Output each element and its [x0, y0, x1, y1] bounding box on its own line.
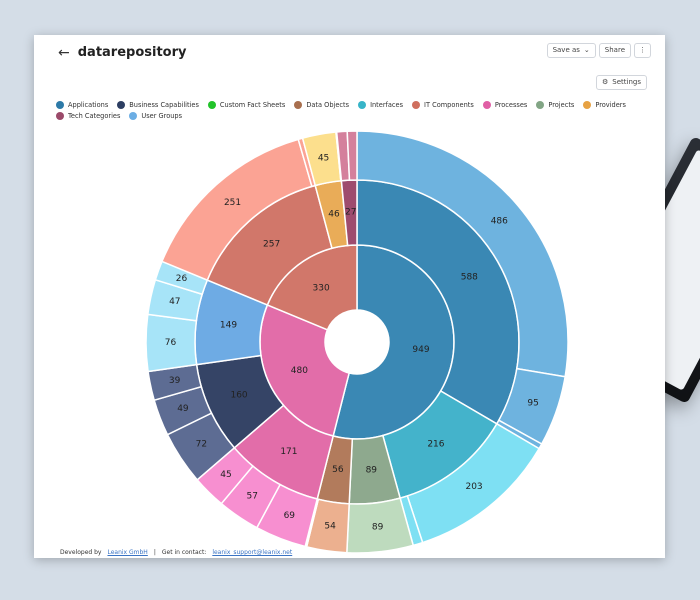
footer-contact: Get in contact: [161, 549, 207, 556]
segment-value-label: 39 [169, 376, 181, 386]
save-as-label: Save as [552, 46, 580, 54]
legend-swatch [294, 101, 303, 109]
legend-item[interactable]: Data Objects [294, 101, 349, 109]
footer: Developed by Leanix GmbH | Get in contac… [60, 549, 292, 556]
segment-value-label: 480 [291, 366, 308, 376]
legend-label: IT Components [424, 101, 474, 109]
chart-legend: Applications Business Capabilities Custom … [56, 101, 656, 120]
segment-value-label: 486 [491, 216, 508, 226]
header: ← datarepository [58, 45, 187, 60]
legend-swatch [482, 101, 491, 109]
settings-button[interactable]: ⚙ Settings [596, 75, 647, 90]
legend-item[interactable]: Custom Fact Sheets [207, 101, 286, 109]
legend-item[interactable]: Interfaces [358, 101, 403, 109]
legend-label: Interfaces [370, 101, 404, 109]
save-as-button[interactable]: Save as ⌄ [546, 43, 596, 58]
segment-value-label: 49 [177, 404, 189, 414]
legend-item[interactable]: Projects [536, 101, 574, 109]
legend-item[interactable]: Applications [56, 101, 108, 109]
legend-swatch [583, 101, 592, 109]
segment-value-label: 216 [427, 440, 444, 450]
top-actions: Save as ⌄ Share ⋮ [546, 43, 651, 58]
segment-value-label: 89 [372, 522, 384, 532]
arrow-left-icon[interactable]: ← [58, 44, 70, 61]
legend-swatch [536, 101, 545, 109]
legend-swatch [56, 112, 64, 120]
legend-label: Applications [68, 101, 109, 109]
segment-value-label: 45 [220, 470, 231, 480]
legend-label: Tech Categories [68, 112, 121, 120]
legend-swatch [358, 101, 367, 109]
segment-value-label: 588 [461, 273, 478, 283]
legend-swatch [117, 101, 126, 109]
segment-value-label: 69 [284, 511, 296, 521]
segment-value-label: 72 [196, 440, 207, 450]
legend-item[interactable]: Business Capabilities [117, 101, 199, 109]
segment-value-label: 171 [280, 447, 297, 457]
segment-value-label: 257 [263, 240, 280, 250]
legend-item[interactable]: Tech Categories [56, 112, 120, 120]
center-hole [326, 311, 388, 373]
legend-swatch [129, 112, 138, 120]
segment-value-label: 160 [230, 391, 247, 401]
legend-swatch [207, 101, 216, 109]
segment-value-label: 95 [527, 398, 538, 408]
legend-item[interactable]: Processes [482, 101, 528, 109]
gear-icon: ⚙ [602, 78, 609, 86]
settings-label: Settings [612, 78, 641, 86]
legend-swatch [56, 101, 64, 109]
legend-label: Processes [494, 101, 528, 109]
legend-label: Projects [548, 101, 575, 109]
legend-label: Business Capabilities [129, 101, 199, 109]
segment-value-label: 76 [165, 338, 177, 348]
segment-value-label: 57 [247, 491, 258, 501]
segment-value-label: 27 [345, 208, 356, 218]
footer-separator: | [153, 549, 156, 556]
sunburst-chart: 949 480 330 588 216 89 56 171 160 149 257 46 27 486 95… [145, 130, 569, 554]
report-card: ← datarepository Save as ⌄ Share ⋮ ⚙ Setti… [34, 35, 665, 558]
segment-value-label: 54 [324, 522, 336, 532]
segment-value-label: 149 [220, 321, 237, 331]
segment-value-label: 47 [169, 297, 180, 307]
segment-value-label: 330 [313, 283, 330, 293]
chevron-down-icon[interactable]: ⌄ [583, 46, 590, 54]
legend-label: Providers [595, 101, 626, 109]
legend-item[interactable]: Providers [583, 101, 626, 109]
outer-segment[interactable] [346, 130, 358, 181]
segment-value-label: 56 [332, 465, 344, 475]
segment-value-label: 949 [412, 345, 429, 355]
more-options-button[interactable]: ⋮ [634, 43, 651, 58]
legend-label: Custom Fact Sheets [219, 101, 286, 109]
footer-company-link[interactable]: Leanix GmbH [107, 549, 148, 556]
share-button[interactable]: Share [598, 43, 631, 58]
legend-label: Data Objects [306, 101, 350, 109]
segment-value-label: 89 [366, 466, 378, 476]
legend-label: User Groups [141, 112, 183, 120]
legend-swatch [412, 101, 421, 109]
page-title: datarepository [77, 45, 187, 60]
footer-developed: Developed by [60, 549, 102, 556]
legend-item[interactable]: IT Components [412, 101, 474, 109]
segment-value-label: 46 [328, 210, 340, 220]
legend-item[interactable]: User Groups [129, 112, 182, 120]
segment-value-label: 203 [465, 482, 482, 492]
segment-value-label: 251 [224, 198, 241, 208]
footer-email-link[interactable]: leanix_support@leanix.net [212, 549, 293, 556]
segment-value-label: 45 [318, 154, 329, 164]
segment-value-label: 26 [176, 274, 188, 284]
